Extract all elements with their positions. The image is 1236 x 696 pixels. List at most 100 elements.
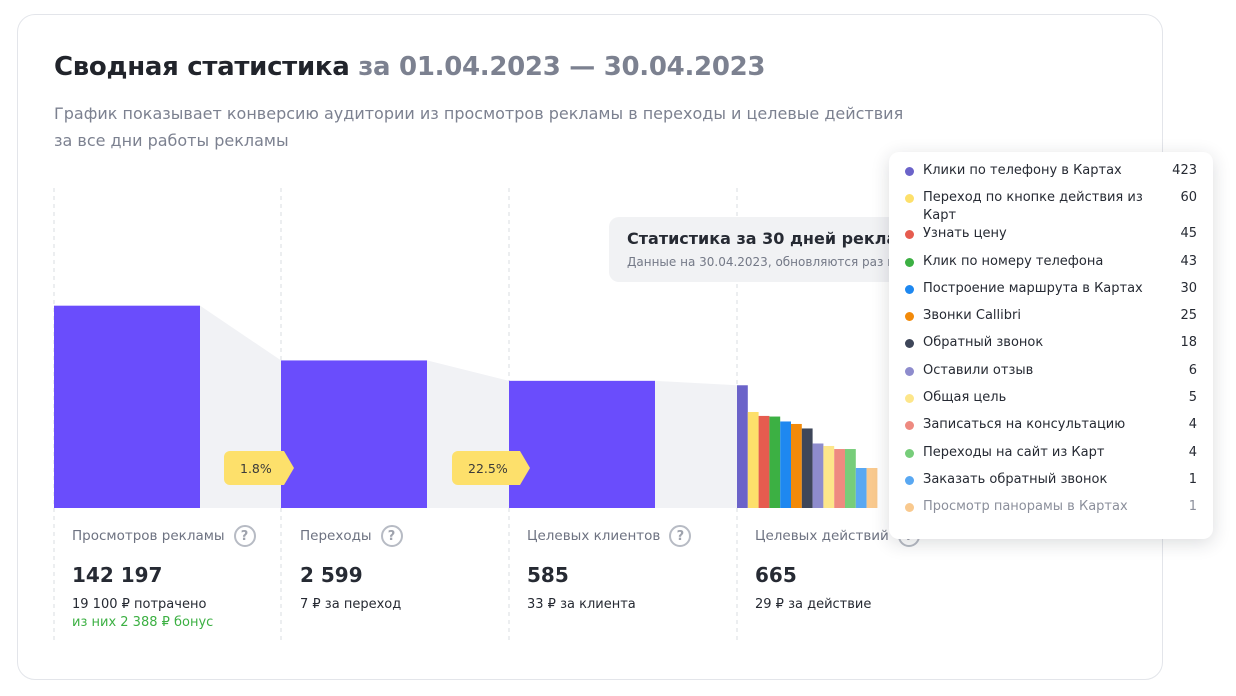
legend-label: Переход по кнопке действия из Карт [923,190,1143,224]
legend-swatch [905,421,914,431]
legend-label: Клики по телефону в Картах [923,163,1122,178]
metric-subtext: 29 ₽ за действие [755,597,872,612]
legend-value: 25 [1180,308,1197,324]
legend-swatch [905,339,914,349]
legend-value: 4 [1188,444,1197,460]
metric-clicks: Переходы? 2 599 7 ₽ за переход [300,522,520,612]
metric-value: 585 [527,563,569,587]
metric-label: Целевых клиентов [527,528,661,544]
legend-item[interactable]: Оставили отзыв 6 [905,362,1197,389]
info-heading: Статистика за 30 дней рекламы [627,229,909,248]
legend-item[interactable]: Переходы на сайт из Карт 4 [905,444,1197,471]
title-period: за 01.04.2023 — 30.04.2023 [358,52,766,82]
legend-label: Заказать обратный звонок [923,471,1108,487]
legend-label: Узнать цену [923,226,1007,242]
page-title: Сводная статистика за 01.04.2023 — 30.04… [54,52,766,82]
legend-item[interactable]: Общая цель 5 [905,389,1197,416]
legend-swatch [905,194,914,204]
action-bar [812,443,824,508]
legend-item[interactable]: Клик по номеру телефона 43 [905,253,1197,280]
action-bar [834,449,845,508]
info-panel: Статистика за 30 дней рекламы Данные на … [609,217,909,282]
legend-value: 18 [1180,335,1197,351]
action-bar [791,423,802,508]
legend-swatch [905,230,914,240]
action-bar [845,449,856,508]
stage-bar [509,380,655,508]
legend-value: 6 [1188,362,1197,378]
legend-value: 45 [1180,226,1197,242]
legend-label: Оставили отзыв [923,362,1034,378]
title-main: Сводная статистика [54,52,350,82]
legend-swatch [905,475,914,485]
metric-value: 665 [755,563,797,587]
legend-swatch [905,257,914,267]
metric-bonus: из них 2 388 ₽ бонус [72,615,214,630]
legend-label: Звонки Callibri [923,308,1021,324]
action-bar [866,468,878,508]
legend-item[interactable]: Клики по телефону в Картах 423 [905,162,1197,189]
legend-swatch [905,448,914,458]
legend-label: Просмотр панорамы в Картах [923,499,1128,515]
legend-label: Общая цель [923,390,1007,406]
legend-swatch [905,167,914,176]
legend-value: 423 [1172,163,1197,178]
help-icon[interactable]: ? [380,525,403,547]
action-bar [769,416,781,508]
legend-value: 1 [1188,471,1197,487]
info-note: Данные на 30.04.2023, обновляются раз в [627,255,895,269]
funnel-connector [655,380,737,508]
legend-item[interactable]: Заказать обратный звонок 1 [905,471,1197,498]
legend-value: 4 [1188,417,1197,433]
action-bar [758,415,770,508]
legend-item[interactable]: Построение маршрута в Картах 30 [905,280,1197,307]
stage-bar [281,360,427,508]
legend-value: 43 [1180,253,1197,269]
legend-popup: Клики по телефону в Картах 423 Переход по … [889,152,1213,539]
legend-value: 60 [1180,190,1197,206]
legend-swatch [905,312,914,322]
metric-label: Переходы [300,528,372,544]
metric-subtext: 19 100 ₽ потрачено [72,597,207,612]
legend-swatch [905,503,914,513]
action-bar [855,468,867,508]
page-subtitle: График показывает конверсию аудитории из… [54,104,904,150]
funnel-connector [427,360,509,508]
conversion-tag-clicks-to-clients: 22.5% [452,451,530,485]
legend-value: 30 [1180,280,1197,296]
metric-subtext: 33 ₽ за клиента [527,597,636,612]
legend-item[interactable]: Переход по кнопке действия из Карт 60 [905,189,1197,225]
legend-label: Клик по номеру телефона [923,253,1104,269]
legend-item[interactable]: Узнать цену 45 [905,225,1197,252]
legend-swatch [905,366,914,376]
legend-value: 1 [1188,499,1197,515]
metric-clients: Целевых клиентов? 585 33 ₽ за клиента [527,522,747,612]
action-bar [747,411,759,508]
help-icon[interactable]: ? [233,525,256,547]
legend-swatch [905,284,914,294]
action-bar [780,421,791,508]
metric-label: Целевых действий [755,528,889,544]
action-bar [823,445,835,508]
action-bar [801,428,813,508]
legend-item[interactable]: Просмотр панорамы в Картах 1 [905,498,1197,525]
legend-swatch [905,394,914,404]
metric-label: Просмотров рекламы [72,528,225,544]
action-bar [737,385,748,508]
conversion-tag-views-to-clicks: 1.8% [224,451,294,485]
metric-views: Просмотров рекламы? 142 197 19 100 ₽ пот… [72,522,292,630]
legend-label: Переходы на сайт из Карт [923,444,1105,460]
legend-label: Построение маршрута в Картах [923,280,1143,296]
metric-subtext: 7 ₽ за переход [300,597,402,612]
stage-bar [54,305,200,508]
legend-value: 5 [1188,390,1197,406]
help-icon[interactable]: ? [669,525,692,547]
metric-value: 142 197 [72,563,163,587]
legend-label: Обратный звонок [923,335,1044,351]
legend-item[interactable]: Обратный звонок 18 [905,334,1197,361]
metric-value: 2 599 [300,563,363,587]
legend-item[interactable]: Звонки Callibri 25 [905,307,1197,334]
legend-item[interactable]: Записаться на консультацию 4 [905,416,1197,443]
legend-label: Записаться на консультацию [923,417,1126,433]
